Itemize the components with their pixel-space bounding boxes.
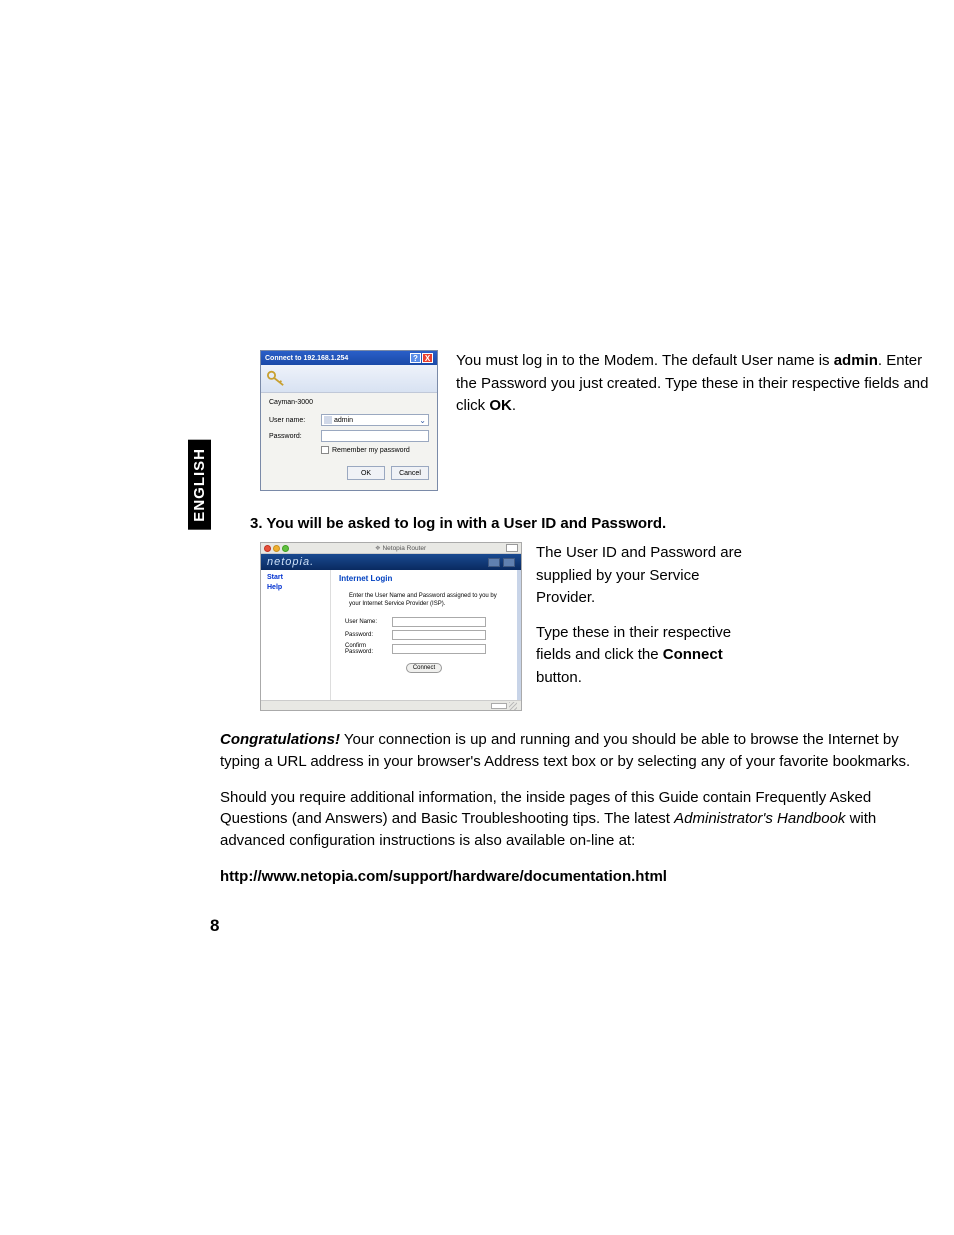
- page-content: Connect to 192.168.1.254 ? X Cayman-3000…: [180, 350, 940, 936]
- user-icon: [324, 416, 332, 424]
- router-browser-window: Netopia Router netopia. Start Help Inter…: [260, 542, 522, 711]
- close-icon[interactable]: X: [422, 353, 433, 363]
- password-label: Password:: [269, 433, 317, 440]
- step-3-text: The User ID and Password are supplied by…: [536, 542, 751, 689]
- isp-password-input[interactable]: [392, 630, 486, 640]
- remember-label: Remember my password: [332, 447, 410, 454]
- toolbar-toggle-icon[interactable]: [506, 544, 518, 552]
- username-input[interactable]: admin ⌄: [321, 414, 429, 426]
- login-description: Enter the User Name and Password assigne…: [349, 593, 509, 609]
- isp-username-input[interactable]: [392, 617, 486, 627]
- sidebar-item-start[interactable]: Start: [267, 574, 324, 581]
- documentation-url: http://www.netopia.com/support/hardware/…: [220, 866, 940, 888]
- more-info-paragraph: Should you require additional informatio…: [220, 787, 940, 852]
- ok-button[interactable]: OK: [347, 466, 385, 480]
- intro-paragraph: You must log in to the Modem. The defaul…: [456, 350, 940, 418]
- browser-statusbar: [261, 700, 521, 710]
- connect-button[interactable]: Connect: [406, 663, 442, 673]
- brand-bar: netopia.: [261, 554, 521, 570]
- auth-dialog-title: Connect to 192.168.1.254: [265, 355, 348, 362]
- chevron-down-icon[interactable]: ⌄: [419, 416, 426, 425]
- isp-confirm-input[interactable]: [392, 644, 486, 654]
- status-box: [491, 703, 507, 709]
- flag-icon: [488, 558, 500, 567]
- cancel-button[interactable]: Cancel: [391, 466, 429, 480]
- isp-username-label: User Name:: [345, 619, 389, 625]
- browser-titlebar: Netopia Router: [261, 543, 521, 554]
- password-input[interactable]: [321, 430, 429, 442]
- close-icon[interactable]: [264, 545, 271, 552]
- auth-site-name: Cayman-3000: [269, 399, 429, 406]
- step-3-heading: 3. You will be asked to log in with a Us…: [250, 515, 940, 532]
- flag-icon: [503, 558, 515, 567]
- congratulations-paragraph: Congratulations! Your connection is up a…: [220, 729, 940, 773]
- auth-dialog-titlebar: Connect to 192.168.1.254 ? X: [261, 351, 437, 365]
- sidebar-item-help[interactable]: Help: [267, 584, 324, 591]
- minimize-icon[interactable]: [273, 545, 280, 552]
- router-sidebar: Start Help: [261, 570, 331, 700]
- maximize-icon[interactable]: [282, 545, 289, 552]
- resize-grip-icon[interactable]: [509, 702, 517, 710]
- isp-password-label: Password:: [345, 632, 389, 638]
- internet-login-heading: Internet Login: [339, 574, 509, 583]
- auth-dialog: Connect to 192.168.1.254 ? X Cayman-3000…: [260, 350, 438, 491]
- netopia-logo: netopia.: [267, 556, 314, 568]
- username-label: User name:: [269, 417, 317, 424]
- remember-checkbox[interactable]: [321, 446, 329, 454]
- keys-icon: [265, 369, 287, 387]
- help-icon[interactable]: ?: [410, 353, 421, 363]
- page-number: 8: [210, 916, 940, 936]
- isp-confirm-label: Confirm Password:: [345, 643, 389, 655]
- auth-dialog-header: [261, 365, 437, 393]
- browser-title: Netopia Router: [295, 544, 506, 552]
